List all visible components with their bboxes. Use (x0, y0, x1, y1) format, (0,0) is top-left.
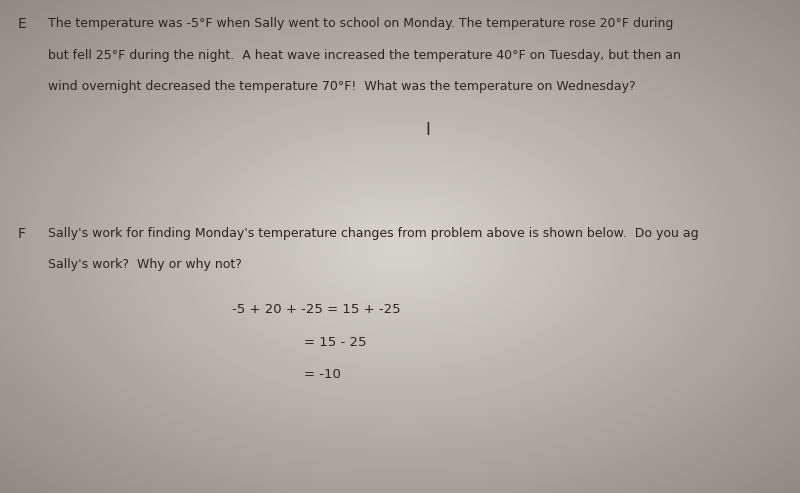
Text: F: F (18, 227, 26, 241)
Text: Sally's work for finding Monday's temperature changes from problem above is show: Sally's work for finding Monday's temper… (48, 227, 698, 240)
Text: = 15 - 25: = 15 - 25 (304, 336, 366, 349)
Text: Sally's work?  Why or why not?: Sally's work? Why or why not? (48, 258, 242, 271)
Text: = -10: = -10 (304, 368, 341, 381)
Text: E: E (18, 17, 26, 31)
Text: I: I (426, 121, 430, 139)
Text: -5 + 20 + -25 = 15 + -25: -5 + 20 + -25 = 15 + -25 (232, 303, 401, 316)
Text: wind overnight decreased the temperature 70°F!  What was the temperature on Wedn: wind overnight decreased the temperature… (48, 80, 636, 93)
Text: The temperature was -5°F when Sally went to school on Monday. The temperature ro: The temperature was -5°F when Sally went… (48, 17, 674, 30)
Text: but fell 25°F during the night.  A heat wave increased the temperature 40°F on T: but fell 25°F during the night. A heat w… (48, 49, 681, 62)
